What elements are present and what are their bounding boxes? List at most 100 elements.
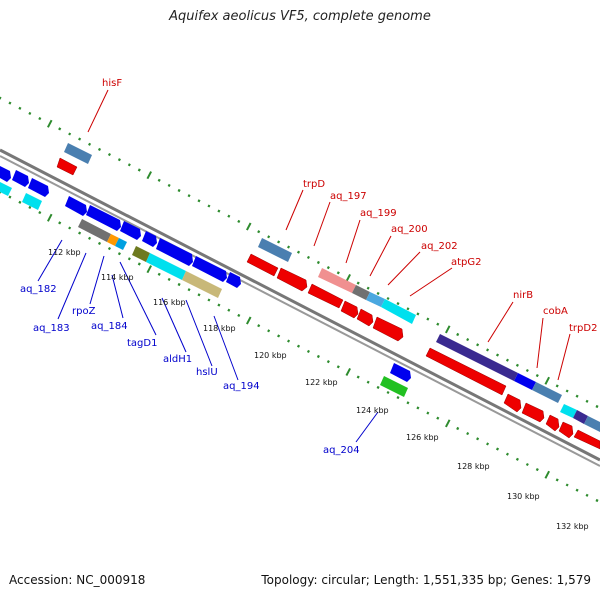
- tick-mark: [197, 199, 201, 203]
- tick-mark: [544, 376, 550, 385]
- tick-mark: [595, 404, 599, 409]
- tick-mark: [246, 222, 252, 231]
- gene-block[interactable]: [560, 404, 577, 418]
- gene-block[interactable]: [258, 238, 292, 262]
- gene-block[interactable]: [65, 196, 87, 216]
- gene-block[interactable]: [514, 373, 536, 390]
- tick-mark: [227, 214, 231, 218]
- tick-mark: [68, 132, 72, 136]
- gene-block[interactable]: [558, 421, 574, 439]
- tick-mark: [0, 96, 2, 100]
- tick-mark: [146, 265, 152, 274]
- tick-mark: [97, 241, 102, 245]
- gene-block[interactable]: [340, 300, 359, 319]
- gene-block[interactable]: [246, 253, 279, 277]
- genome-stats-text: Topology: circular; Length: 1,551,335 bp…: [261, 573, 591, 587]
- tick-mark: [565, 389, 569, 393]
- gene-labels-bottom: aq_182 aq_183 rpoZ aq_184 tagD1 aldH1 hs…: [20, 284, 360, 456]
- tick-mark: [78, 137, 82, 141]
- tick-mark: [127, 257, 131, 261]
- gene-label-aq_197: aq_197: [330, 191, 367, 202]
- forward-strand-genes: [0, 166, 411, 397]
- leader-line: [387, 251, 421, 286]
- gene-block[interactable]: [503, 393, 522, 413]
- gene-block[interactable]: [372, 316, 404, 342]
- tick-mark: [575, 394, 579, 398]
- gene-block[interactable]: [584, 416, 600, 432]
- gene-block[interactable]: [182, 271, 222, 298]
- backbone-line-outer: [0, 148, 600, 462]
- tick-mark: [137, 262, 141, 266]
- gene-block[interactable]: [380, 376, 408, 397]
- gene-labels-top: hisF trpD aq_197 aq_199 aq_200 aq_202 at…: [102, 78, 597, 334]
- gene-block[interactable]: [115, 238, 127, 250]
- scale-label: 126 kbp: [406, 433, 439, 442]
- tick-mark: [187, 194, 191, 198]
- tick-mark: [306, 255, 310, 259]
- gene-block[interactable]: [0, 182, 12, 196]
- tick-mark: [396, 302, 400, 306]
- gene-block[interactable]: [318, 268, 356, 293]
- tick-mark: [167, 277, 171, 281]
- gene-label-aq_184: aq_184: [91, 321, 128, 332]
- gene-block[interactable]: [64, 143, 92, 164]
- accession-text: Accession: NC_000918: [9, 573, 146, 587]
- map-title: Aquifex aeolicus VF5, complete genome: [169, 9, 431, 24]
- gene-block[interactable]: [545, 414, 560, 432]
- gene-label-hisF: hisF: [102, 78, 122, 89]
- tick-mark: [486, 442, 490, 446]
- gene-block[interactable]: [0, 166, 11, 182]
- gene-block[interactable]: [12, 170, 29, 187]
- backbone: [0, 148, 600, 467]
- gene-block[interactable]: [573, 410, 588, 424]
- gene-block[interactable]: [226, 272, 241, 288]
- tick-mark: [207, 298, 211, 302]
- scale-label: 122 kbp: [305, 378, 338, 387]
- gene-block[interactable]: [276, 267, 308, 292]
- gene-block[interactable]: [78, 219, 111, 242]
- gene-block[interactable]: [56, 157, 78, 176]
- tick-mark: [356, 281, 360, 285]
- tick-mark: [445, 325, 451, 334]
- tick-mark: [515, 363, 519, 367]
- tick-mark: [476, 437, 480, 441]
- gene-block[interactable]: [28, 178, 49, 197]
- gene-block[interactable]: [356, 308, 374, 327]
- gene-block[interactable]: [22, 193, 42, 210]
- gene-block[interactable]: [120, 221, 141, 240]
- gene-block[interactable]: [86, 205, 121, 231]
- gene-block[interactable]: [107, 234, 119, 246]
- tick-mark: [406, 401, 410, 405]
- gene-block[interactable]: [381, 299, 416, 324]
- tick-mark: [316, 354, 320, 359]
- tick-mark: [565, 483, 569, 487]
- gene-block[interactable]: [142, 231, 157, 247]
- gene-block[interactable]: [307, 283, 344, 309]
- gene-label-trpD: trpD: [303, 179, 325, 190]
- tick-mark: [277, 334, 281, 338]
- scale-label: 114 kbp: [101, 273, 134, 282]
- gene-block[interactable]: [366, 292, 385, 307]
- gene-block[interactable]: [132, 246, 150, 262]
- gene-label-cobA: cobA: [543, 306, 568, 317]
- gene-block[interactable]: [390, 363, 411, 382]
- gene-block[interactable]: [352, 285, 370, 300]
- gene-block[interactable]: [521, 402, 545, 423]
- gene-block[interactable]: [573, 429, 600, 450]
- gene-block[interactable]: [436, 334, 518, 381]
- tick-mark: [535, 374, 539, 378]
- tick-mark: [287, 245, 291, 249]
- gene-block[interactable]: [146, 253, 186, 280]
- gene-block[interactable]: [192, 256, 227, 282]
- gene-block[interactable]: [156, 238, 193, 266]
- tick-mark: [197, 293, 201, 297]
- tick-mark: [555, 384, 559, 388]
- gene-block[interactable]: [532, 382, 562, 403]
- tick-mark: [426, 411, 430, 415]
- tick-rings: [0, 96, 599, 503]
- gene-block[interactable]: [425, 347, 507, 396]
- gene-label-aq_182: aq_182: [20, 284, 57, 295]
- gene-label-hslU: hslU: [196, 367, 218, 378]
- tick-mark: [97, 147, 102, 151]
